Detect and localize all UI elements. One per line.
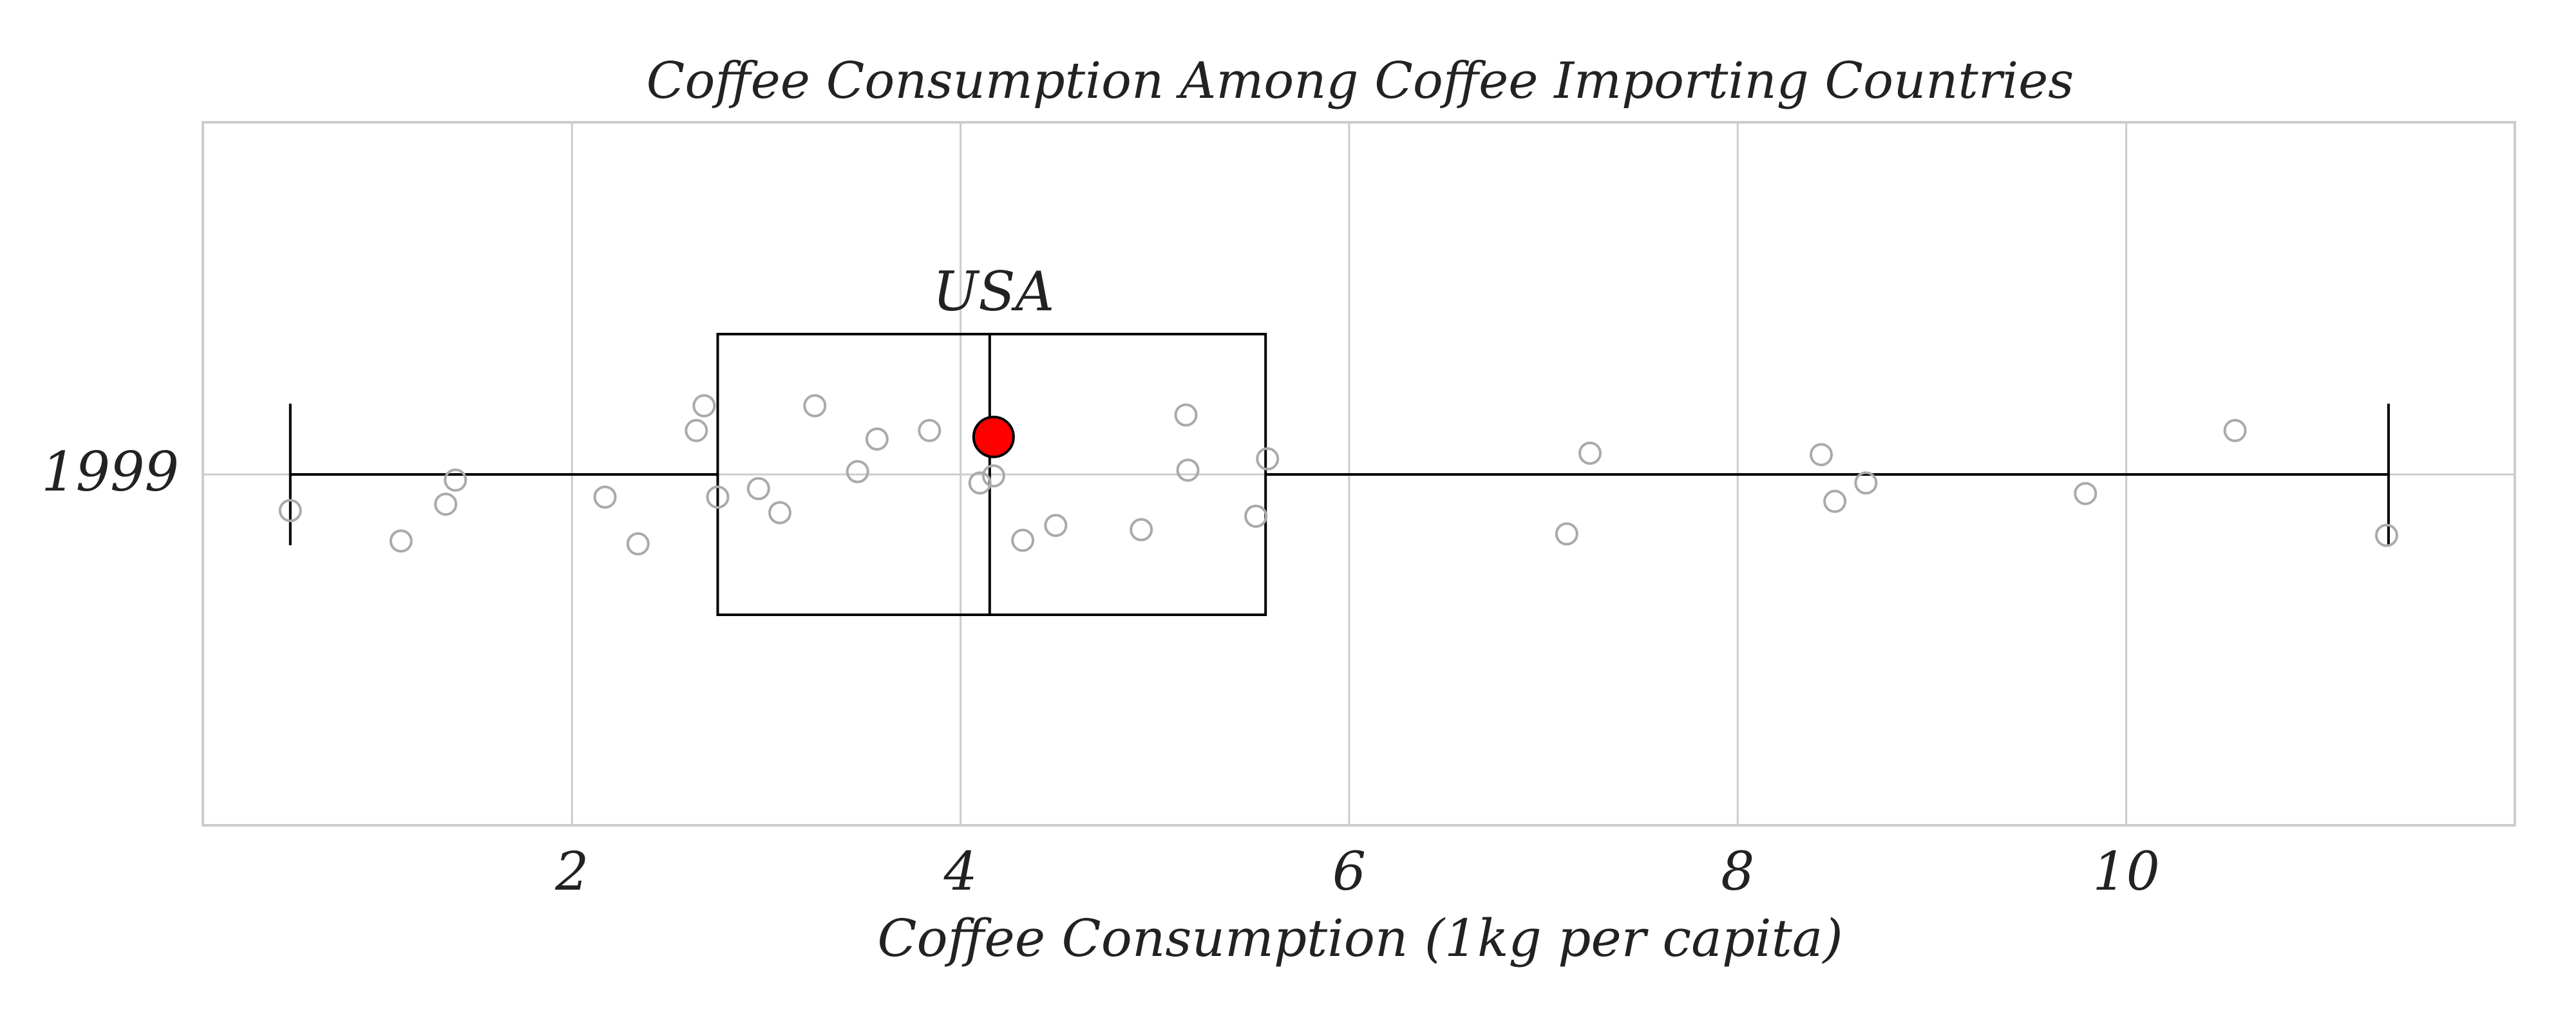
x-tick-label: 4 bbox=[943, 841, 977, 903]
data-point bbox=[2223, 418, 2247, 442]
data-point bbox=[1176, 458, 1200, 482]
chart-title: Coffee Consumption Among Coffee Importin… bbox=[647, 52, 2074, 110]
y-category-label: 1999 bbox=[41, 440, 179, 503]
data-point bbox=[803, 394, 827, 418]
data-point bbox=[706, 485, 730, 509]
data-point bbox=[389, 529, 413, 553]
highlight-layer bbox=[972, 415, 1015, 458]
data-point bbox=[846, 460, 869, 483]
data-point bbox=[593, 485, 617, 509]
data-point bbox=[626, 532, 650, 556]
plot-frame bbox=[202, 121, 2516, 827]
iqr-box bbox=[716, 333, 1267, 616]
data-point bbox=[1130, 518, 1153, 541]
data-point bbox=[865, 427, 889, 451]
data-point bbox=[968, 471, 992, 495]
data-point bbox=[1174, 403, 1198, 427]
data-point bbox=[685, 418, 708, 442]
box-plot bbox=[289, 333, 2390, 616]
data-point bbox=[768, 501, 791, 525]
data-point bbox=[2374, 523, 2398, 547]
highlight-point bbox=[972, 415, 1015, 458]
data-point bbox=[1011, 529, 1035, 552]
data-point bbox=[1578, 442, 1602, 465]
highlight-label: USA bbox=[933, 260, 1054, 323]
data-point bbox=[444, 468, 468, 492]
data-points bbox=[278, 394, 2398, 556]
x-tick-label: 6 bbox=[1332, 841, 1366, 903]
data-point bbox=[278, 499, 302, 523]
data-point bbox=[1256, 447, 1280, 471]
x-tick-labels: 2 4 6 8 10 bbox=[554, 841, 2160, 903]
data-point bbox=[434, 492, 458, 516]
data-point bbox=[1854, 471, 1878, 495]
data-point bbox=[1244, 504, 1268, 528]
x-tick-label: 2 bbox=[554, 841, 589, 903]
data-point bbox=[1823, 489, 1847, 513]
data-point bbox=[1044, 514, 1068, 538]
data-point bbox=[1555, 522, 1578, 546]
data-point bbox=[746, 477, 770, 500]
data-point bbox=[981, 464, 1005, 488]
data-point bbox=[918, 418, 942, 442]
data-point bbox=[1810, 443, 1833, 467]
data-point bbox=[692, 394, 716, 418]
x-axis-label: Coffee Consumption (1kg per capita) bbox=[877, 908, 1842, 968]
data-point bbox=[2074, 482, 2098, 505]
x-tick-label: 8 bbox=[1721, 841, 1754, 903]
x-tick-label: 10 bbox=[2092, 841, 2159, 903]
